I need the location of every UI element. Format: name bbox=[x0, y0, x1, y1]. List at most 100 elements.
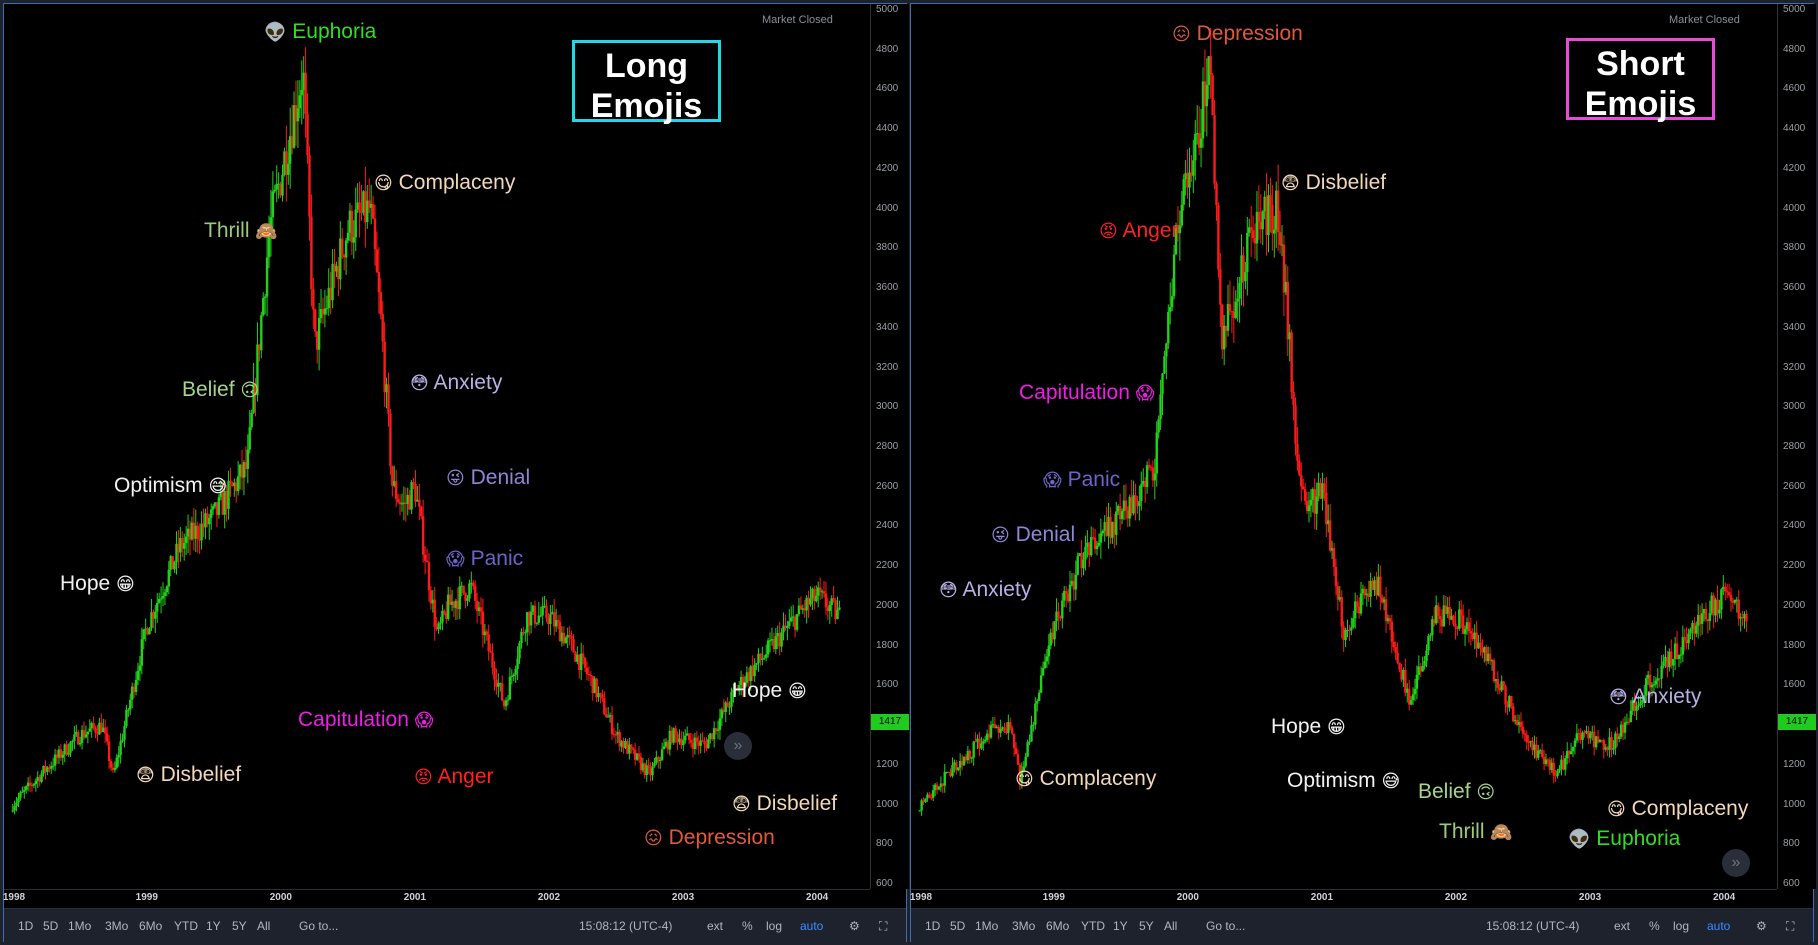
range-button-1d[interactable]: 1D bbox=[925, 919, 941, 933]
emoji-icon: 🙃 bbox=[240, 380, 260, 401]
candle-body bbox=[443, 610, 446, 613]
candle-body bbox=[1645, 678, 1648, 696]
candle-body bbox=[312, 289, 315, 310]
candle-body bbox=[545, 605, 548, 619]
emotion-label-denial: 😜 Denial bbox=[446, 466, 530, 490]
range-button-ytd[interactable]: YTD bbox=[174, 919, 198, 933]
range-button-5y[interactable]: 5Y bbox=[1139, 919, 1154, 933]
log-toggle[interactable]: log bbox=[766, 919, 783, 933]
price-tick-label: 1600 bbox=[876, 679, 899, 691]
time-axis[interactable]: 1998 1999 2000 2001 2002 2003 2004 bbox=[3, 889, 870, 908]
candle-body bbox=[1238, 282, 1241, 299]
auto-toggle[interactable]: auto bbox=[1707, 919, 1731, 933]
range-button-5d[interactable]: 5D bbox=[43, 919, 59, 933]
candle-body bbox=[302, 72, 305, 90]
candle-body bbox=[277, 183, 280, 185]
range-button-6mo[interactable]: 6Mo bbox=[1046, 919, 1070, 933]
candle-body bbox=[289, 136, 292, 164]
chart-plot-area[interactable] bbox=[911, 4, 1777, 889]
candle-body bbox=[1490, 660, 1494, 662]
range-button-all[interactable]: All bbox=[1164, 919, 1178, 933]
range-button-ytd[interactable]: YTD bbox=[1081, 919, 1105, 933]
gear-icon[interactable]: ⚙ bbox=[1756, 919, 1767, 933]
candle-body bbox=[1174, 225, 1178, 255]
candle-body bbox=[1625, 721, 1629, 723]
candle-body bbox=[639, 757, 643, 771]
log-toggle[interactable]: log bbox=[1673, 919, 1690, 933]
chart-plot-area[interactable] bbox=[4, 4, 870, 889]
candle-body bbox=[1061, 600, 1064, 619]
candle-body bbox=[939, 783, 943, 787]
ext-toggle[interactable]: ext bbox=[1614, 919, 1631, 933]
scroll-to-realtime-button[interactable]: » bbox=[724, 732, 752, 760]
candle-body bbox=[1737, 599, 1740, 619]
range-button-1y[interactable]: 1Y bbox=[206, 919, 221, 933]
candle-body bbox=[325, 308, 329, 310]
candle-body bbox=[1070, 580, 1074, 585]
candle-body bbox=[836, 609, 839, 620]
emotion-label-depression: 😖 Depression bbox=[644, 826, 775, 850]
candle-body bbox=[497, 683, 500, 687]
scroll-to-realtime-button[interactable]: » bbox=[1722, 849, 1750, 877]
price-tick-label: 3200 bbox=[1783, 361, 1806, 373]
range-button-all[interactable]: All bbox=[257, 919, 271, 933]
price-tick-label: 2000 bbox=[876, 599, 899, 611]
range-button-3mo[interactable]: 3Mo bbox=[105, 919, 129, 933]
range-button-1y[interactable]: 1Y bbox=[1113, 919, 1128, 933]
goto-button[interactable]: Go to... bbox=[299, 919, 339, 933]
candle-body bbox=[1091, 537, 1095, 539]
candle-body bbox=[574, 652, 577, 662]
auto-toggle[interactable]: auto bbox=[800, 919, 824, 933]
range-button-5y[interactable]: 5Y bbox=[232, 919, 247, 933]
candle-body bbox=[483, 631, 487, 636]
candle-body bbox=[749, 666, 752, 681]
range-button-1mo[interactable]: 1Mo bbox=[68, 919, 92, 933]
ext-toggle[interactable]: ext bbox=[707, 919, 724, 933]
candlestick-chart bbox=[918, 27, 1748, 816]
candle-body bbox=[935, 784, 939, 790]
candle-body bbox=[1521, 726, 1525, 734]
candle-body bbox=[747, 672, 751, 681]
price-axis[interactable]: 5000 4800 4600 4400 4200 4000 3800 3600 3400 3200… bbox=[870, 4, 909, 889]
candle-body bbox=[354, 209, 357, 238]
percent-toggle[interactable]: % bbox=[742, 919, 753, 933]
candle-body bbox=[1234, 301, 1237, 318]
candle-body bbox=[1045, 656, 1049, 662]
time-tick-label: 2004 bbox=[805, 892, 829, 903]
candle-body bbox=[1369, 581, 1372, 597]
fullscreen-icon[interactable]: ⛶ bbox=[1786, 919, 1795, 933]
candle-body bbox=[547, 618, 550, 625]
gear-icon[interactable]: ⚙ bbox=[849, 919, 860, 933]
range-button-5d[interactable]: 5D bbox=[950, 919, 966, 933]
candle-body bbox=[1594, 736, 1598, 748]
fullscreen-icon[interactable]: ⛶ bbox=[879, 919, 888, 933]
candle-body bbox=[273, 189, 276, 192]
market-status: Market Closed bbox=[1669, 14, 1740, 26]
candle-body bbox=[1488, 653, 1492, 661]
candle-body bbox=[42, 765, 45, 774]
candle-body bbox=[1691, 622, 1694, 630]
range-button-1d[interactable]: 1D bbox=[18, 919, 34, 933]
candle-body bbox=[1621, 724, 1625, 733]
time-axis[interactable]: 1998 1999 2000 2001 2002 2003 2004 bbox=[910, 889, 1777, 908]
candle-body bbox=[1400, 669, 1403, 680]
candle-body bbox=[1086, 542, 1089, 547]
candle-body bbox=[795, 614, 799, 630]
range-button-1mo[interactable]: 1Mo bbox=[975, 919, 999, 933]
range-button-3mo[interactable]: 3Mo bbox=[1012, 919, 1036, 933]
candle-body bbox=[1554, 775, 1557, 777]
candle-body bbox=[985, 733, 989, 740]
candle-body bbox=[371, 203, 375, 219]
goto-button[interactable]: Go to... bbox=[1206, 919, 1246, 933]
candle-body bbox=[441, 610, 444, 623]
candle-body bbox=[516, 658, 519, 669]
candle-body bbox=[416, 499, 419, 502]
candle-body bbox=[248, 427, 251, 450]
range-button-6mo[interactable]: 6Mo bbox=[139, 919, 163, 933]
candle-body bbox=[373, 218, 377, 250]
price-axis[interactable]: 5000 4800 4600 4400 4200 4000 3800 3600 3400 3200… bbox=[1777, 4, 1816, 889]
percent-toggle[interactable]: % bbox=[1649, 919, 1660, 933]
candle-body bbox=[1317, 482, 1320, 497]
emotion-label-panic: 😱 Panic bbox=[1043, 468, 1120, 492]
candle-body bbox=[1695, 625, 1698, 634]
